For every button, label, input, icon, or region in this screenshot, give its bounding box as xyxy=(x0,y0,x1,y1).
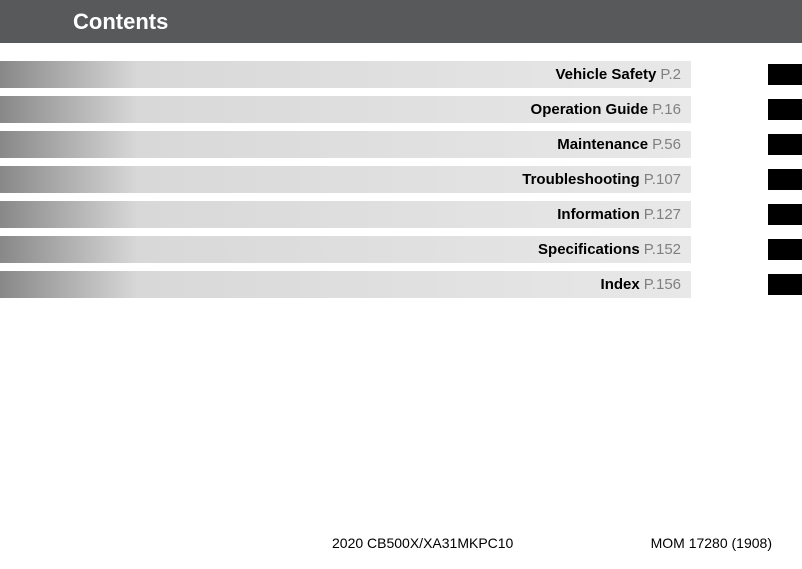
toc-row[interactable]: Index P.156 xyxy=(0,271,802,298)
toc-row[interactable]: Specifications P.152 xyxy=(0,236,802,263)
toc-page: P.2 xyxy=(660,66,681,83)
toc-label: Maintenance xyxy=(557,136,648,153)
toc-gradient: Operation Guide P.16 xyxy=(0,96,691,123)
toc-tab-wrapper xyxy=(768,271,802,298)
toc-tab xyxy=(768,239,802,260)
toc-page: P.156 xyxy=(644,276,681,293)
toc-tab-wrapper xyxy=(768,96,802,123)
toc-tab xyxy=(768,134,802,155)
header-bar: Contents xyxy=(0,0,802,43)
toc-tab xyxy=(768,64,802,85)
toc-tab xyxy=(768,274,802,295)
toc-tab-wrapper xyxy=(768,236,802,263)
toc-spacer xyxy=(691,96,768,123)
toc-container: Vehicle Safety P.2 Operation Guide P.16 … xyxy=(0,61,802,298)
toc-row[interactable]: Maintenance P.56 xyxy=(0,131,802,158)
toc-tab-wrapper xyxy=(768,61,802,88)
toc-page: P.127 xyxy=(644,206,681,223)
toc-gradient: Maintenance P.56 xyxy=(0,131,691,158)
toc-gradient: Specifications P.152 xyxy=(0,236,691,263)
toc-page: P.16 xyxy=(652,101,681,118)
toc-page: P.152 xyxy=(644,241,681,258)
toc-tab xyxy=(768,99,802,120)
toc-tab-wrapper xyxy=(768,166,802,193)
toc-row[interactable]: Operation Guide P.16 xyxy=(0,96,802,123)
toc-page: P.107 xyxy=(644,171,681,188)
toc-label: Troubleshooting xyxy=(522,171,640,188)
toc-tab xyxy=(768,169,802,190)
toc-row[interactable]: Troubleshooting P.107 xyxy=(0,166,802,193)
footer-code: MOM 17280 (1908) xyxy=(651,535,772,551)
toc-label: Operation Guide xyxy=(531,101,649,118)
footer-model: 2020 CB500X/XA31MKPC10 xyxy=(332,535,513,551)
toc-spacer xyxy=(691,236,768,263)
toc-tab xyxy=(768,204,802,225)
toc-spacer xyxy=(691,271,768,298)
toc-label: Vehicle Safety xyxy=(556,66,657,83)
toc-label: Specifications xyxy=(538,241,640,258)
toc-page: P.56 xyxy=(652,136,681,153)
toc-row[interactable]: Information P.127 xyxy=(0,201,802,228)
toc-gradient: Troubleshooting P.107 xyxy=(0,166,691,193)
toc-spacer xyxy=(691,166,768,193)
toc-gradient: Vehicle Safety P.2 xyxy=(0,61,691,88)
toc-row[interactable]: Vehicle Safety P.2 xyxy=(0,61,802,88)
toc-gradient: Index P.156 xyxy=(0,271,691,298)
toc-label: Index xyxy=(601,276,640,293)
toc-spacer xyxy=(691,61,768,88)
page-title: Contents xyxy=(73,9,168,35)
toc-tab-wrapper xyxy=(768,201,802,228)
toc-spacer xyxy=(691,131,768,158)
footer: 2020 CB500X/XA31MKPC10 MOM 17280 (1908) xyxy=(0,535,802,551)
toc-label: Information xyxy=(557,206,640,223)
toc-gradient: Information P.127 xyxy=(0,201,691,228)
toc-tab-wrapper xyxy=(768,131,802,158)
toc-spacer xyxy=(691,201,768,228)
